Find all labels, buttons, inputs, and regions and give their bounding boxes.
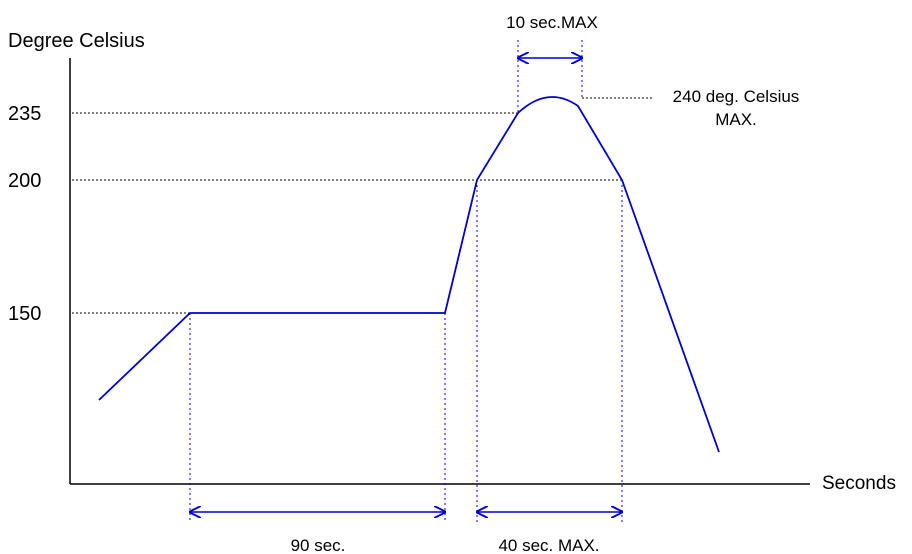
temperature-profile-curve [98, 96, 720, 453]
y-tick-235: 235 [8, 103, 41, 125]
y-axis-label: Degree Celsius [8, 30, 145, 52]
forty-sec-max-label: 40 sec. MAX. [498, 536, 599, 554]
peak-temp-label-line1: 240 deg. Celsius [673, 87, 800, 106]
ten-sec-max-label: 10 sec.MAX [506, 13, 598, 32]
y-tick-150: 150 [8, 303, 41, 325]
y-tick-200: 200 [8, 170, 41, 192]
ninety-sec-label: 90 sec. [291, 536, 346, 554]
peak-temp-label-line2: MAX. [715, 110, 757, 129]
x-axis-label: Seconds [822, 473, 896, 494]
